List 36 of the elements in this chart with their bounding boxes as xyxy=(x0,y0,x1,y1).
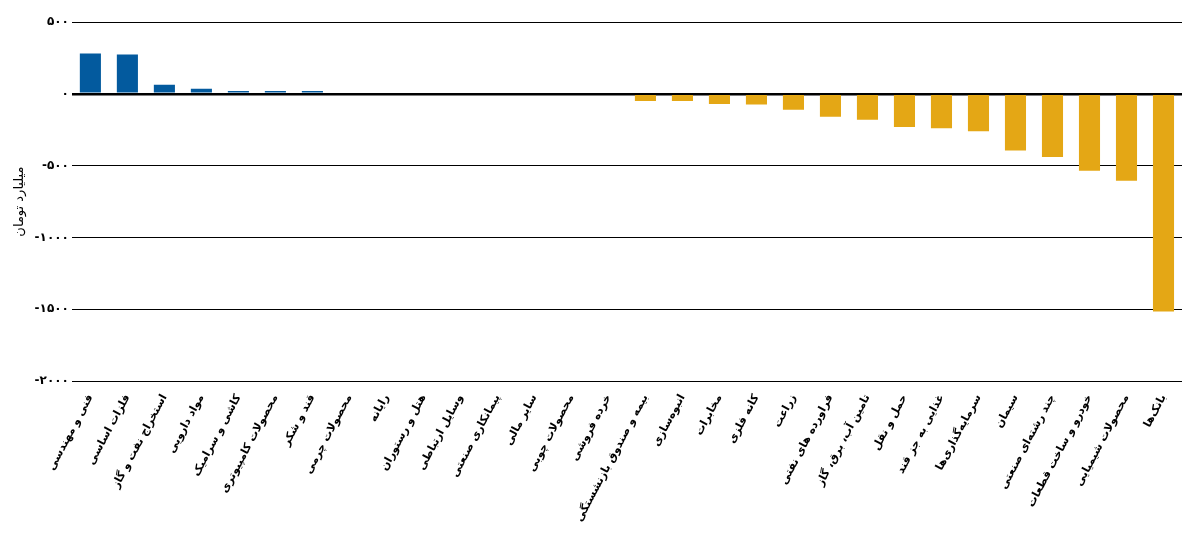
x-tick-label: کانه فلزی xyxy=(724,391,762,446)
bar xyxy=(79,53,101,93)
y-tick-label: -۱۵۰۰ xyxy=(34,301,69,316)
x-tick-label: حمل و نقل xyxy=(869,391,910,453)
y-tick-label: -۲۰۰۰ xyxy=(34,373,69,388)
bar xyxy=(819,95,842,117)
bar xyxy=(116,54,138,93)
x-tick-label: رایانه xyxy=(366,391,392,424)
x-tick-label: سیمان xyxy=(992,391,1021,431)
bar xyxy=(634,95,656,102)
x-tick-label: قند و شکر xyxy=(279,391,318,449)
bar xyxy=(745,95,767,105)
x-tick-label: زراعت xyxy=(770,391,799,430)
bar xyxy=(153,84,175,93)
bar xyxy=(1078,95,1101,171)
x-tick-label: بانک‌ها xyxy=(1140,391,1169,430)
bar xyxy=(190,88,212,93)
bar xyxy=(967,95,990,132)
x-tick-label: مخابرات xyxy=(692,391,725,438)
bar xyxy=(782,95,804,110)
y-tick-label: ۰ xyxy=(61,85,69,100)
bar xyxy=(1004,95,1027,151)
bar xyxy=(893,95,916,127)
bar xyxy=(671,95,693,102)
x-tick-label: انبوه‌سازی xyxy=(649,391,688,449)
bar xyxy=(930,95,953,129)
bar xyxy=(856,95,879,120)
bar xyxy=(1152,95,1175,312)
bar xyxy=(1041,95,1064,158)
x-tick-label: سایر مالی xyxy=(501,391,540,448)
y-tick-label: -۵۰۰ xyxy=(41,157,69,172)
bar xyxy=(1115,95,1138,181)
bar xyxy=(708,95,730,104)
y-tick-label: ۵۰۰ xyxy=(46,14,69,29)
y-tick-label: -۱۰۰۰ xyxy=(34,229,69,244)
y-axis-title: میلیارد تومان xyxy=(11,166,28,237)
